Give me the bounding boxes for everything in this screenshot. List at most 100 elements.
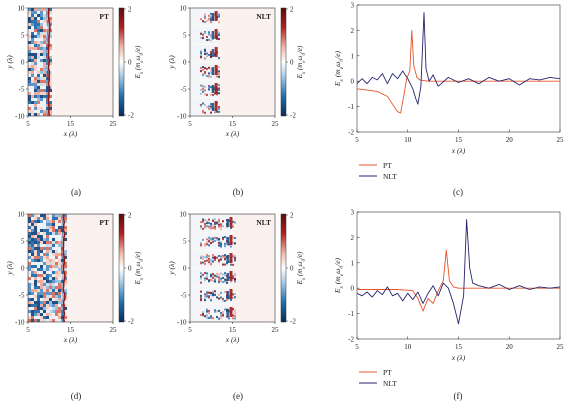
map-y-tick-label: -5: [181, 292, 187, 300]
colorbar-tick-label: 0: [290, 59, 294, 67]
map-x-tick-label: 5: [188, 326, 192, 334]
x-tick-label: 20: [506, 136, 514, 144]
y-tick-label: 0: [351, 285, 355, 293]
colorbar-tick-label: -2: [290, 112, 296, 120]
map-front-blob: [214, 47, 218, 57]
colorbar-tick-label: 0: [290, 265, 294, 273]
series-line-pt: [357, 249, 560, 312]
caption-d: (d): [70, 391, 82, 401]
map-x-label: x (λ): [225, 129, 240, 138]
map-label: PT: [99, 218, 109, 227]
map-x-tick-label: 25: [272, 120, 280, 128]
map-y-label: y (λ): [5, 261, 14, 276]
y-tick-label: -1: [348, 310, 354, 318]
map-y-label: y (λ): [5, 55, 14, 70]
y-axis-label: Ex (meω0/e): [333, 257, 345, 294]
map-label: PT: [99, 12, 109, 21]
map-y-label: y (λ): [167, 261, 176, 276]
x-axis-label: x (λ): [451, 146, 466, 155]
colorbar: [118, 7, 125, 117]
map-x-label: x (λ): [63, 129, 78, 138]
colorbar: [280, 213, 287, 323]
colorbar: [118, 213, 125, 323]
caption-e: (e): [233, 391, 243, 401]
colorbar-tick-label: -2: [290, 318, 296, 326]
colorbar: [280, 7, 287, 117]
plot-frame: [356, 4, 561, 133]
map-front-blob: [229, 289, 233, 299]
x-tick-label: 10: [404, 136, 412, 144]
map-label: NLT: [256, 218, 271, 227]
x-tick-label: 15: [455, 343, 463, 351]
map-front-line: [62, 213, 66, 323]
map-label: NLT: [256, 12, 271, 21]
map-y-tick-label: -5: [19, 292, 25, 300]
map-y-tick-label: -10: [15, 319, 25, 327]
caption-c: (c): [453, 187, 463, 197]
x-tick-label: 10: [404, 343, 412, 351]
y-tick-label: 1: [351, 52, 355, 60]
x-tick-label: 25: [557, 136, 565, 144]
series-line-nlt: [357, 219, 560, 325]
map-y-tick-label: 10: [18, 5, 26, 13]
map-x-tick-label: 5: [188, 120, 192, 128]
y-axis-label: Ex (meω0/e): [333, 50, 345, 87]
colorbar-label: Ex (meω0/e): [134, 251, 145, 285]
map-y-tick-label: 10: [180, 211, 188, 219]
map-y-label: y (λ): [167, 55, 176, 70]
series-line-nlt: [357, 12, 560, 105]
map-y-tick-label: 10: [18, 211, 26, 219]
caption-f: (f): [453, 391, 463, 401]
colorbar-tick-label: -2: [128, 112, 134, 120]
x-tick-label: 20: [506, 343, 514, 351]
series-line-pt: [357, 29, 560, 114]
y-tick-label: -1: [348, 103, 354, 111]
colorbar-tick-label: 2: [128, 212, 132, 220]
y-tick-label: 1: [351, 259, 355, 267]
map-front-blob: [214, 101, 218, 111]
plot-frame: [356, 211, 561, 340]
map-front-blob: [214, 11, 218, 21]
map-front-line: [47, 7, 51, 117]
x-tick-label: 15: [455, 136, 463, 144]
caption-a: (a): [71, 187, 81, 197]
map-y-tick-label: -10: [177, 113, 187, 121]
series-group: [357, 219, 560, 325]
map-x-label: x (λ): [225, 335, 240, 344]
map-front-blob: [214, 83, 218, 93]
x-axis-label: x (λ): [451, 353, 466, 362]
map-y-tick-label: -5: [181, 86, 187, 94]
colorbar-tick-label: 2: [290, 6, 294, 14]
map-x-tick-label: 5: [26, 326, 30, 334]
map-y-tick-label: -10: [15, 113, 25, 121]
map-front-blob: [229, 307, 233, 317]
map-front-blob: [229, 235, 233, 245]
map-x-tick-label: 5: [26, 120, 30, 128]
map-front-blob: [214, 65, 218, 75]
x-tick-label: 5: [355, 136, 359, 144]
map-x-label: x (λ): [63, 335, 78, 344]
map-y-tick-label: 0: [21, 59, 25, 67]
map-y-tick-label: 5: [21, 238, 25, 246]
y-tick-label: 0: [351, 78, 355, 86]
legend-label: NLT: [383, 379, 397, 388]
x-tick-label: 5: [355, 343, 359, 351]
colorbar-tick-label: -2: [128, 318, 134, 326]
map-front-blob: [229, 271, 233, 281]
map-y-tick-label: 5: [183, 238, 187, 246]
map-y-tick-label: 10: [180, 5, 188, 13]
map-front-blob: [214, 29, 218, 39]
colorbar-tick-label: 0: [128, 265, 132, 273]
colorbar-label: Ex (meω0/e): [296, 45, 307, 79]
colorbar-tick-label: 0: [128, 59, 132, 67]
map-x-tick-label: 25: [272, 326, 280, 334]
colorbar-label: Ex (meω0/e): [296, 251, 307, 285]
map-y-tick-label: -5: [19, 86, 25, 94]
